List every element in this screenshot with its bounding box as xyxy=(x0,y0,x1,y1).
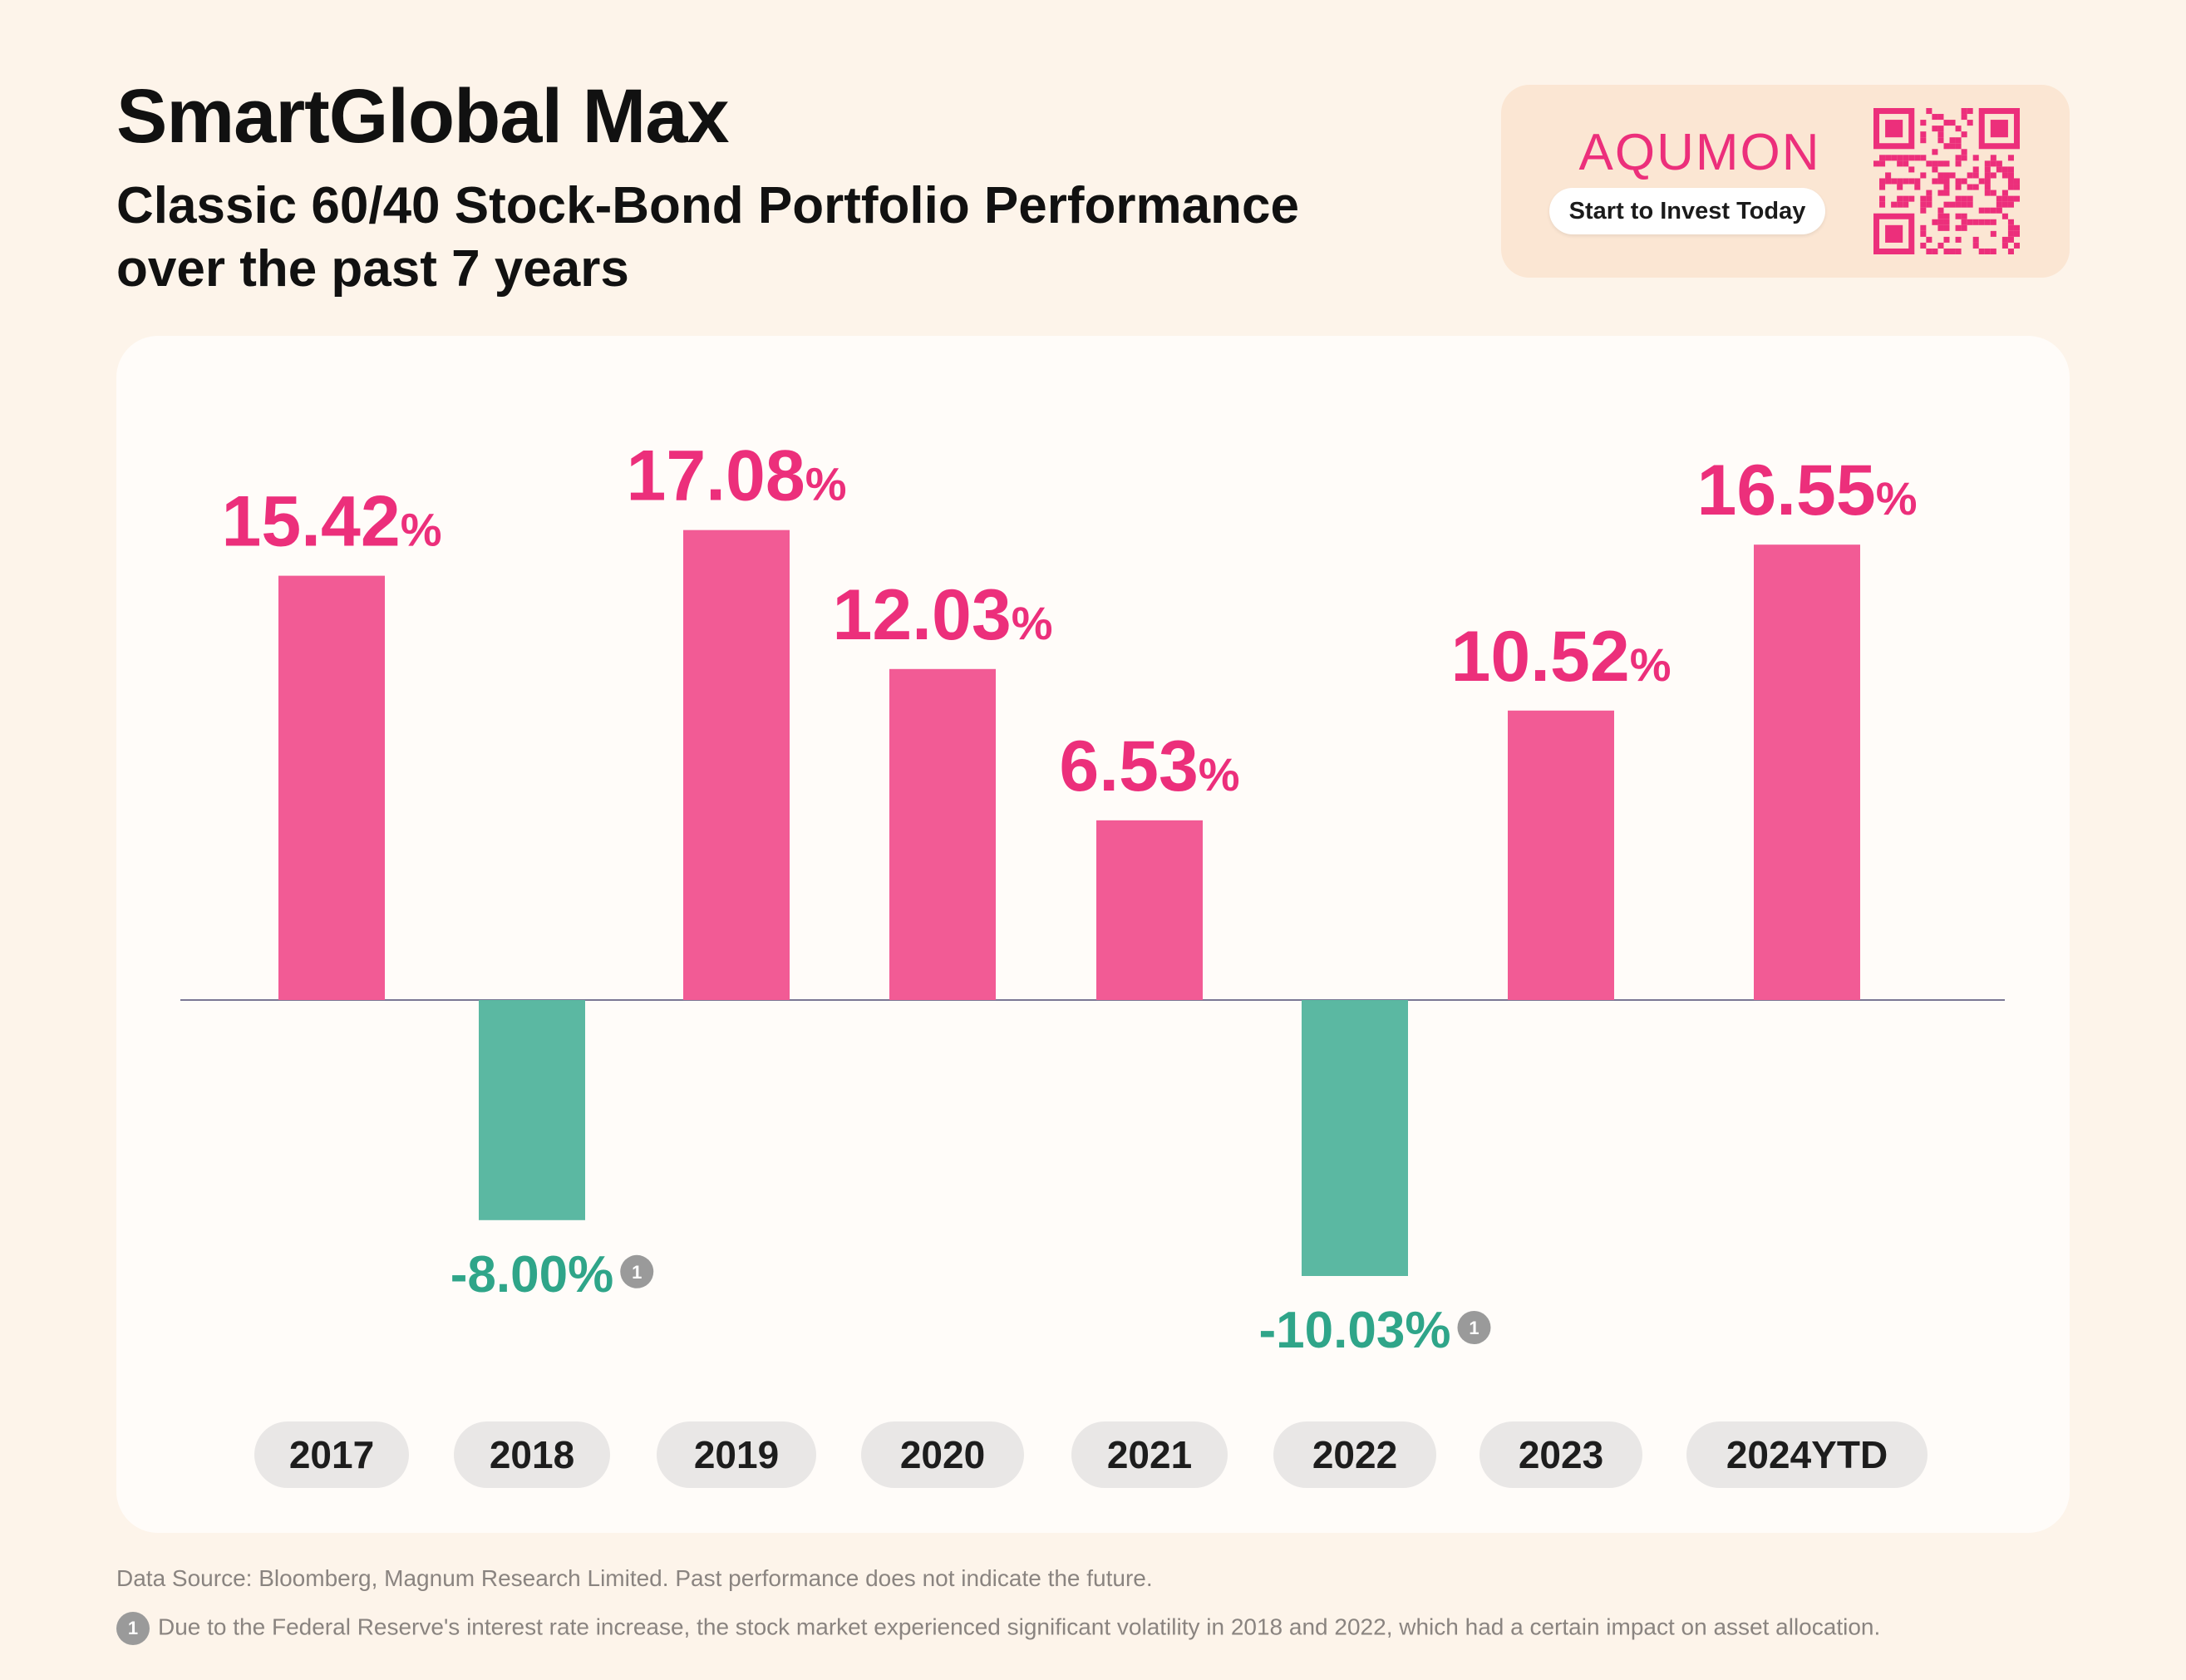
data-label-2019: 17.08% xyxy=(626,436,846,516)
data-label-2018: -8.00% xyxy=(450,1246,613,1303)
page-title: SmartGlobal Max xyxy=(116,74,730,159)
data-label-2021: 6.53% xyxy=(1059,727,1239,806)
data-label-2024YTD: 16.55% xyxy=(1696,451,1917,530)
bar-2018 xyxy=(479,1000,585,1220)
year-pill-2020 xyxy=(861,1421,1024,1488)
year-pill-2023 xyxy=(1479,1421,1642,1488)
footnote-marker-text-2018: 1 xyxy=(632,1262,642,1283)
qr-code-icon[interactable] xyxy=(1873,108,2020,254)
start-investing-button[interactable]: Start to Invest Today xyxy=(1549,188,1825,234)
footnote-marker-badge: 1 xyxy=(116,1612,150,1645)
year-pill-2017 xyxy=(254,1421,409,1488)
data-label-2017: 15.42% xyxy=(221,482,441,562)
bar-2019 xyxy=(683,530,790,1000)
year-pill-2019 xyxy=(657,1421,816,1488)
year-pill-2021 xyxy=(1071,1421,1228,1488)
data-label-2023: 10.52% xyxy=(1450,617,1671,697)
bar-2022 xyxy=(1302,1000,1408,1276)
bar-2020 xyxy=(889,668,996,1000)
footnote-marker-text-2022: 1 xyxy=(1469,1318,1479,1338)
footnote-text: Due to the Federal Reserve's interest ra… xyxy=(158,1613,1881,1640)
promo-card[interactable]: AQUMON Start to Invest Today xyxy=(1501,85,2070,278)
year-pill-2024YTD xyxy=(1686,1421,1928,1488)
footnote-marker-2018 xyxy=(620,1254,654,1288)
year-label-2023: 2023 xyxy=(1519,1433,1603,1476)
year-label-2019: 2019 xyxy=(694,1433,779,1476)
bar-2024YTD xyxy=(1754,544,1860,1000)
year-label-2024YTD: 2024YTD xyxy=(1726,1433,1888,1476)
page-subtitle: Classic 60/40 Stock-Bond Portfolio Perfo… xyxy=(116,175,1446,301)
year-label-2021: 2021 xyxy=(1107,1433,1192,1476)
bar-chart: 15.42% 2017 -8.00% 1 2018 17.08% 2019 12.03% 202… xyxy=(180,436,2005,1488)
year-label-2020: 2020 xyxy=(900,1433,985,1476)
bar-2023 xyxy=(1508,710,1614,1000)
chart-card: 15.42% 2017 -8.00% 1 2018 17.08% 2019 12.03% 202… xyxy=(116,336,2070,1533)
year-pill-2022 xyxy=(1273,1421,1436,1488)
year-label-2022: 2022 xyxy=(1312,1433,1397,1476)
year-label-2018: 2018 xyxy=(490,1433,574,1476)
year-pill-2018 xyxy=(454,1421,610,1488)
bar-2021 xyxy=(1096,820,1203,1000)
data-source-note: Data Source: Bloomberg, Magnum Research … xyxy=(116,1565,1153,1591)
subtitle-line-1: Classic 60/40 Stock-Bond Portfolio Perfo… xyxy=(116,177,1299,234)
year-label-2017: 2017 xyxy=(289,1433,374,1476)
footnote-marker-2022 xyxy=(1457,1310,1491,1344)
brand-logo: AQUMON xyxy=(1578,124,1821,181)
data-label-2022: -10.03% xyxy=(1259,1302,1451,1359)
subtitle-line-2: over the past 7 years xyxy=(116,240,629,298)
footnote: 1 Due to the Federal Reserve's interest r… xyxy=(116,1612,1880,1645)
bar-2017 xyxy=(278,575,385,1000)
data-label-2020: 12.03% xyxy=(832,575,1052,655)
